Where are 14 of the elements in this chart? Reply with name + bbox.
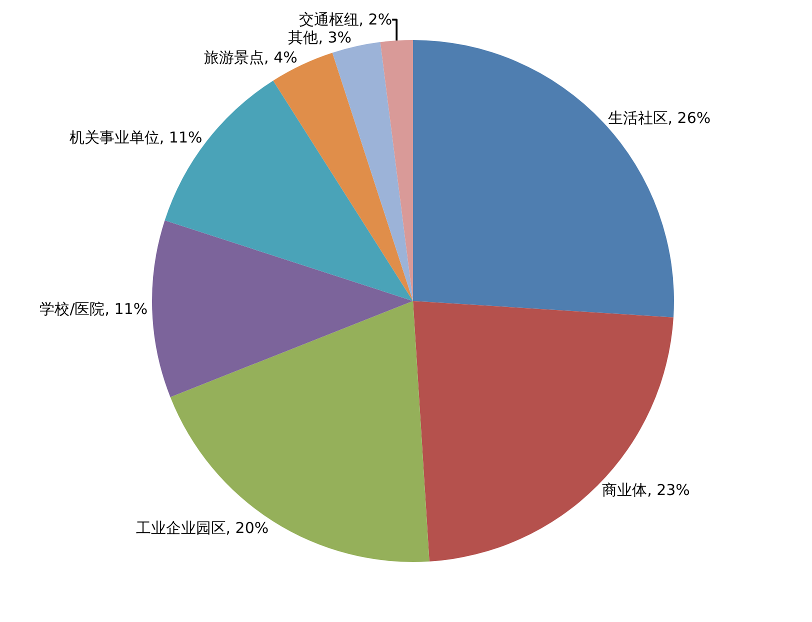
pie-slice <box>413 40 674 318</box>
slice-label: 商业体, 23% <box>602 481 690 500</box>
slice-label: 学校/医院, 11% <box>40 300 148 318</box>
pie-slice <box>332 42 413 301</box>
slice-label: 旅游景点, 4% <box>204 48 298 66</box>
slice-label: 工业企业园区, 20% <box>136 518 269 537</box>
slice-label: 生活社区, 26% <box>608 109 711 128</box>
pie-slice <box>273 52 413 301</box>
pie-slice <box>152 220 413 398</box>
slice-label: 交通枢纽, 2% <box>298 10 392 29</box>
slice-label: 其他, 3% <box>288 28 352 47</box>
pie-slice <box>380 40 413 301</box>
pie-slice <box>164 80 413 301</box>
slice-label: 机关事业单位, 11% <box>69 128 202 147</box>
